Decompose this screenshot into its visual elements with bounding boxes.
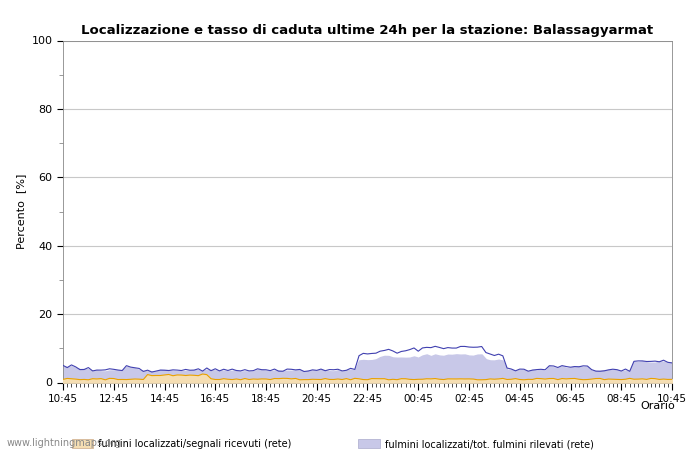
Text: Orario: Orario <box>640 401 676 411</box>
Legend: fulmini localizzati/segnali ricevuti (rete), fulmini localizzati/segnali ricevut: fulmini localizzati/segnali ricevuti (re… <box>68 435 657 450</box>
Y-axis label: Percento  [%]: Percento [%] <box>16 174 26 249</box>
Title: Localizzazione e tasso di caduta ultime 24h per la stazione: Balassagyarmat: Localizzazione e tasso di caduta ultime … <box>81 23 654 36</box>
Text: www.lightningmaps.org: www.lightningmaps.org <box>7 438 122 448</box>
